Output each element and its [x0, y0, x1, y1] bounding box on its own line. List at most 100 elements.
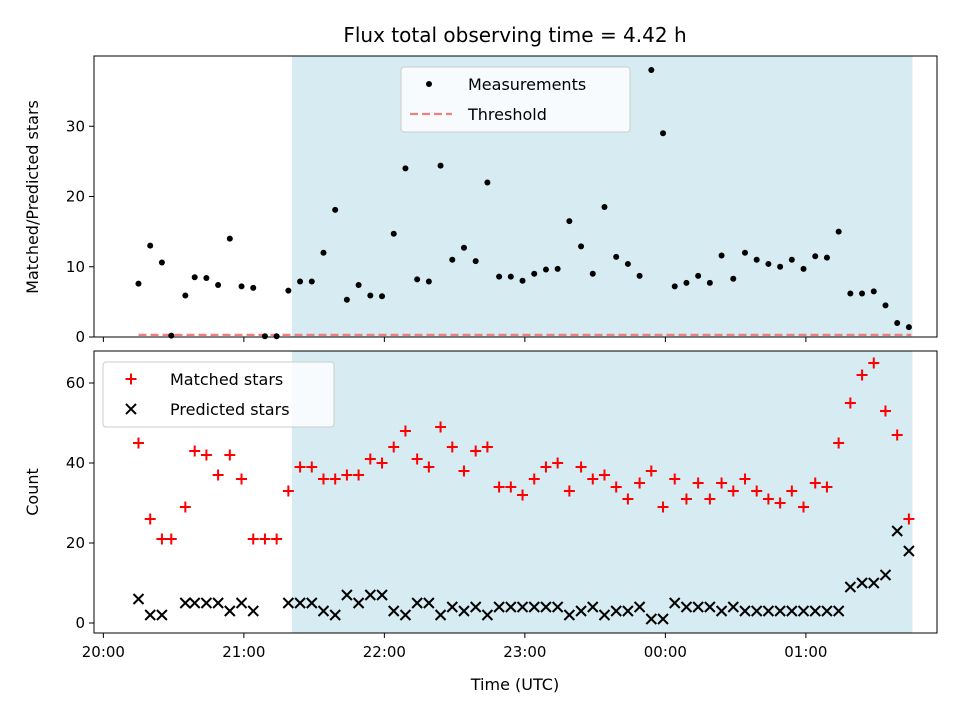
- measurements-point: [343, 296, 350, 303]
- measurements-point: [507, 273, 514, 280]
- measurements-point: [191, 274, 198, 281]
- measurements-point: [741, 249, 748, 256]
- matched-stars-point: [774, 497, 786, 509]
- measurements-point: [671, 283, 678, 290]
- legend-predicted-stars-label: Predicted stars: [170, 400, 290, 419]
- matched-stars-point: [294, 461, 306, 473]
- predicted-stars-point: [341, 589, 353, 601]
- x-tick-label: 00:00: [644, 643, 687, 661]
- predicted-stars-point: [156, 609, 168, 621]
- measurements-point: [905, 324, 912, 331]
- bottom-data-marks: [132, 357, 915, 625]
- x-tick-label: 01:00: [784, 643, 827, 661]
- matched-stars-point: [634, 477, 646, 489]
- matched-stars-point: [517, 489, 529, 501]
- matched-stars-point: [575, 461, 587, 473]
- measurements-point: [238, 283, 245, 290]
- x-tick-label: 22:00: [363, 643, 406, 661]
- measurements-point: [460, 244, 467, 251]
- predicted-stars-point: [622, 605, 634, 617]
- measurements-point: [753, 256, 760, 263]
- matched-stars-point: [329, 473, 341, 485]
- matched-stars-point: [563, 485, 575, 497]
- measurements-point: [636, 272, 643, 279]
- measurements-point: [765, 260, 772, 267]
- matched-stars-point: [259, 533, 271, 545]
- predicted-stars-point: [821, 605, 833, 617]
- predicted-stars-point: [551, 601, 564, 613]
- measurements-point: [496, 273, 503, 280]
- measurements-point: [168, 332, 175, 339]
- predicted-stars-point: [903, 545, 915, 557]
- matched-stars-point: [282, 485, 294, 497]
- predicted-stars-point: [575, 605, 587, 617]
- measurements-point: [332, 206, 339, 213]
- predicted-stars-point: [294, 597, 306, 609]
- matched-stars-point: [868, 357, 880, 369]
- measurements-point: [847, 290, 854, 297]
- matched-stars-point: [423, 461, 435, 473]
- top-y-axis-label: Matched/Predicted stars: [23, 100, 42, 294]
- predicted-stars-point: [469, 601, 482, 613]
- predicted-stars-point: [352, 597, 365, 609]
- matched-stars-point: [798, 501, 810, 513]
- measurements-point: [158, 259, 165, 266]
- legend-box: [102, 361, 335, 428]
- predicted-stars-point: [399, 609, 412, 621]
- matched-stars-point: [645, 465, 657, 477]
- predicted-stars-point: [282, 597, 295, 609]
- measurements-point: [531, 270, 538, 277]
- predicted-stars-point: [188, 597, 201, 609]
- y-tick-label: 0: [75, 614, 85, 632]
- predicted-stars-point: [317, 605, 330, 617]
- predicted-stars-point: [540, 601, 552, 613]
- matched-stars-point: [727, 485, 739, 497]
- measurements-point: [554, 265, 561, 272]
- predicted-stars-point: [657, 613, 669, 625]
- predicted-stars-point: [200, 597, 213, 609]
- predicted-stars-point: [388, 605, 400, 617]
- measurements-point: [882, 302, 889, 309]
- predicted-stars-point: [704, 601, 716, 613]
- measurements-point: [648, 67, 655, 74]
- predicted-stars-point: [563, 609, 576, 621]
- matched-stars-point: [844, 397, 856, 409]
- predicted-stars-point: [680, 601, 693, 613]
- bottom-x-ticks: 20:00 21:00 22:00 23:00 00:00 01:00: [82, 633, 827, 661]
- measurements-point: [542, 266, 549, 273]
- measurements-point: [297, 278, 304, 285]
- matched-stars-point: [716, 477, 728, 489]
- measurements-point: [835, 228, 842, 235]
- predicted-stars-point: [364, 589, 377, 601]
- matched-stars-point: [833, 437, 845, 449]
- measurements-point: [788, 256, 795, 263]
- measurements-point: [135, 280, 142, 287]
- predicted-stars-point: [669, 597, 681, 609]
- matched-stars-point: [610, 481, 622, 493]
- predicted-stars-point: [247, 605, 259, 617]
- matched-stars-point: [132, 437, 144, 449]
- predicted-stars-point: [598, 609, 611, 621]
- measurements-point: [147, 242, 154, 249]
- predicted-stars-point: [786, 605, 798, 617]
- y-tick-label: 10: [66, 258, 85, 276]
- matched-stars-point: [669, 473, 681, 485]
- measurements-point: [226, 235, 233, 242]
- matched-stars-point: [657, 501, 669, 513]
- predicted-stars-point: [493, 601, 505, 613]
- measurements-point: [601, 204, 608, 211]
- measurements-point: [449, 256, 456, 263]
- matched-stars-point: [540, 461, 552, 473]
- measurements-point: [566, 218, 573, 225]
- matched-stars-point: [446, 441, 458, 453]
- legend-box: [400, 66, 631, 133]
- predicted-stars-point: [832, 605, 845, 617]
- measurements-point: [706, 279, 713, 286]
- measurements-point: [800, 265, 807, 272]
- predicted-stars-point: [809, 605, 821, 617]
- matched-stars-point: [481, 441, 493, 453]
- predicted-stars-point: [376, 589, 388, 601]
- predicted-stars-point: [692, 601, 704, 613]
- measurements-point: [812, 253, 819, 260]
- predicted-stars-point: [329, 609, 341, 621]
